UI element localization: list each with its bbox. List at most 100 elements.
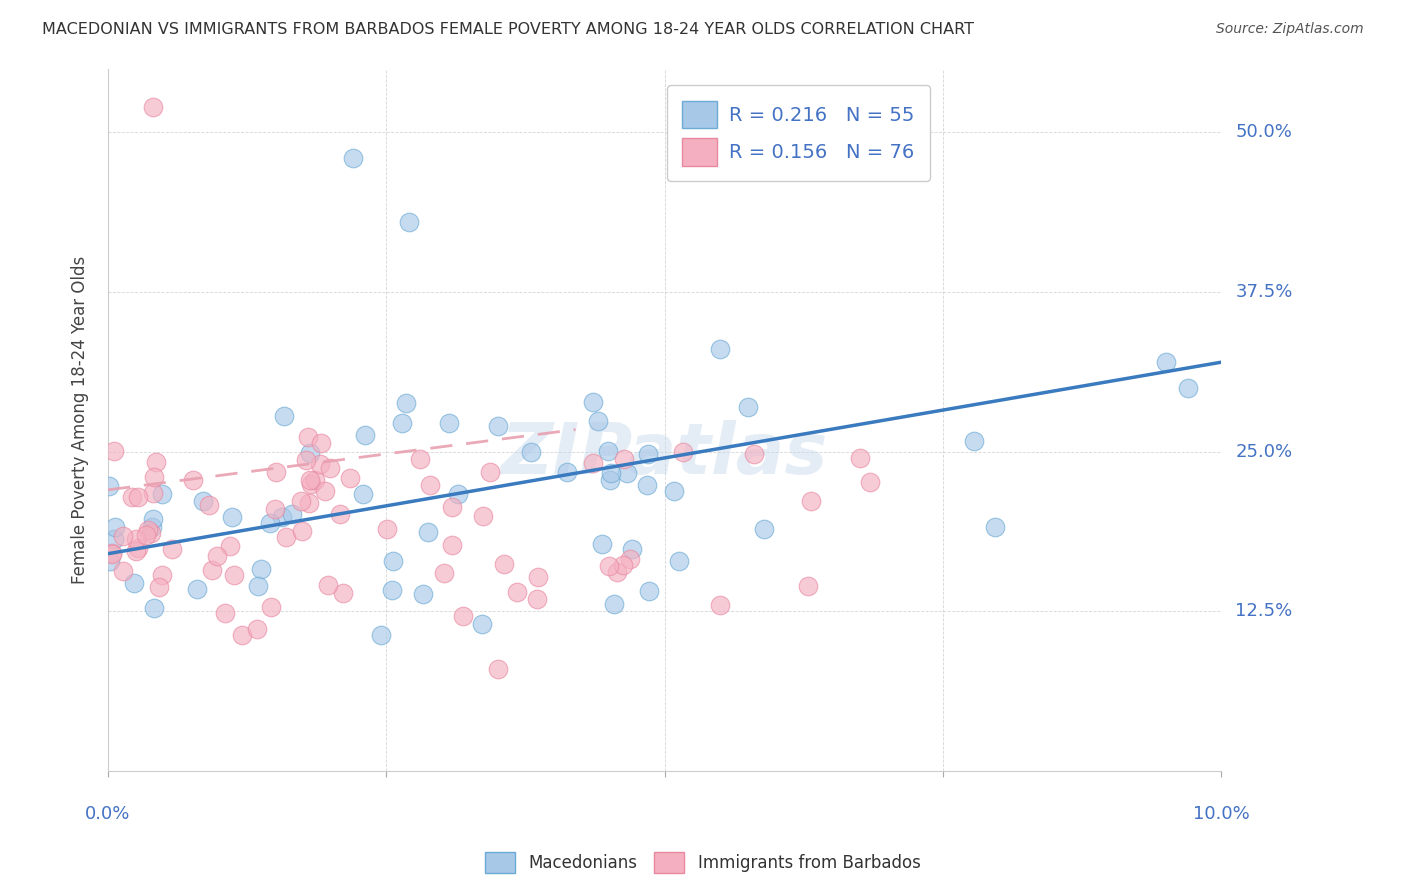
Point (342, 151, 364, 165)
Point (304, 473, 326, 487)
Point (152, 567, 174, 582)
Point (616, 466, 638, 480)
Point (299, 473, 322, 487)
Point (264, 466, 287, 480)
Point (416, 525, 439, 540)
Point (111, 529, 134, 543)
Point (219, 539, 242, 553)
Point (141, 520, 163, 534)
Point (621, 541, 644, 556)
Point (494, 557, 516, 571)
Point (103, 532, 125, 546)
Point (319, 460, 342, 475)
Point (479, 465, 502, 479)
Point (441, 500, 464, 515)
Point (636, 478, 658, 492)
Point (398, 215, 420, 229)
Point (409, 451, 432, 466)
Point (381, 582, 404, 597)
Point (451, 609, 474, 624)
Point (859, 475, 882, 489)
Point (127, 490, 149, 504)
Point (191, 493, 214, 508)
Point (329, 507, 352, 521)
Point (121, 490, 143, 504)
Point (97, 479, 120, 493)
Point (273, 409, 295, 424)
Point (222, 567, 245, 582)
Point (142, 486, 165, 500)
Point (582, 456, 605, 470)
Point (613, 452, 636, 467)
Point (125, 532, 148, 546)
Point (145, 455, 167, 469)
Point (381, 554, 404, 568)
Y-axis label: Female Poverty Among 18-24 Year Olds: Female Poverty Among 18-24 Year Olds (72, 255, 89, 583)
Point (555, 465, 578, 479)
Point (672, 444, 695, 458)
Point (186, 582, 208, 596)
Point (742, 447, 765, 461)
Text: ZIPatlas: ZIPatlas (501, 420, 828, 489)
Point (299, 477, 322, 491)
Text: 37.5%: 37.5% (1236, 283, 1292, 301)
Point (101, 545, 124, 559)
Point (370, 628, 392, 642)
Point (122, 576, 145, 591)
Point (332, 586, 354, 600)
Point (274, 530, 297, 544)
Point (797, 579, 820, 593)
Text: 50.0%: 50.0% (1236, 123, 1292, 141)
Legend: R = 0.216   N = 55, R = 0.156   N = 76: R = 0.216 N = 55, R = 0.156 N = 76 (666, 86, 929, 181)
Point (603, 597, 626, 611)
Point (214, 606, 236, 620)
Point (439, 417, 461, 431)
Point (101, 547, 124, 561)
Point (963, 434, 986, 448)
Point (637, 447, 659, 461)
Point (486, 419, 509, 434)
Point (588, 414, 610, 428)
Legend: Macedonians, Immigrants from Barbados: Macedonians, Immigrants from Barbados (478, 846, 928, 880)
Point (299, 446, 322, 460)
Point (1177, 381, 1199, 395)
Point (127, 541, 149, 556)
Point (260, 599, 283, 614)
Point (142, 600, 165, 615)
Point (103, 444, 125, 458)
Point (412, 587, 434, 601)
Point (308, 457, 330, 471)
Text: 0.0%: 0.0% (86, 805, 131, 823)
Point (271, 509, 294, 524)
Point (471, 617, 494, 632)
Point (291, 524, 314, 539)
Point (526, 570, 548, 584)
Point (619, 552, 641, 566)
Point (598, 559, 620, 574)
Point (181, 474, 204, 488)
Point (582, 395, 605, 409)
Point (104, 520, 127, 534)
Point (984, 520, 1007, 534)
Point (150, 487, 173, 501)
Point (433, 566, 456, 581)
Point (100, 554, 122, 568)
Point (752, 522, 775, 536)
Point (419, 478, 441, 492)
Point (440, 538, 463, 552)
Point (1154, 355, 1177, 369)
Point (290, 494, 312, 508)
Point (606, 565, 628, 579)
Point (352, 487, 374, 501)
Point (526, 592, 548, 607)
Point (142, 512, 165, 526)
Text: 10.0%: 10.0% (1192, 805, 1250, 823)
Point (135, 528, 157, 542)
Point (391, 416, 413, 430)
Point (295, 453, 318, 467)
Point (309, 436, 332, 450)
Point (141, 100, 163, 114)
Point (668, 554, 690, 568)
Point (737, 400, 759, 414)
Point (800, 493, 823, 508)
